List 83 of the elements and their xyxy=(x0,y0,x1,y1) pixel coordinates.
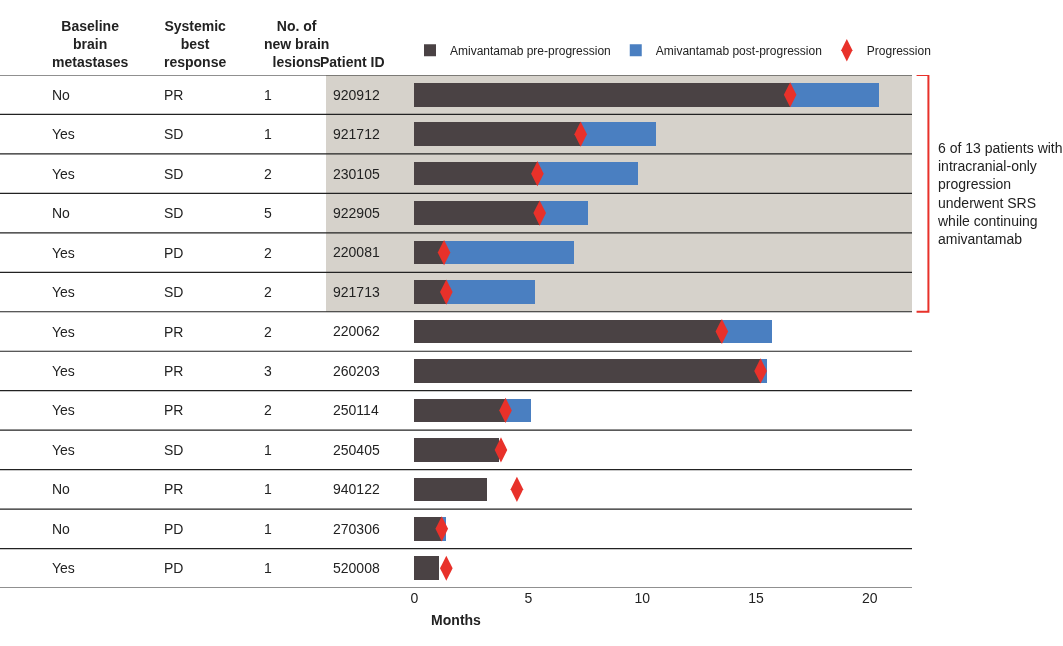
bar xyxy=(414,477,488,502)
bar xyxy=(414,82,791,107)
bar xyxy=(414,122,581,147)
x-tick-label: 20 xyxy=(862,590,878,606)
annotation: SD xyxy=(164,284,184,300)
bar xyxy=(414,161,538,186)
bar xyxy=(580,122,656,147)
y-tick-label: 920912 xyxy=(333,86,380,103)
annotation: PR xyxy=(164,481,184,497)
y-tick-label: 220062 xyxy=(333,323,380,340)
annotation: PD xyxy=(164,521,184,537)
annotation: No xyxy=(52,521,71,537)
annotation: PR xyxy=(164,324,184,340)
x-tick-label: 5 xyxy=(524,590,533,606)
y-tick-label: 520008 xyxy=(333,560,380,577)
legend-label: Progression xyxy=(866,43,931,58)
bar xyxy=(539,201,588,225)
x-tick-label: 15 xyxy=(748,590,765,606)
y-tick-label: 250114 xyxy=(333,402,379,419)
y-axis-title: Patient ID xyxy=(320,54,385,70)
annotation: PR xyxy=(164,402,184,418)
bar xyxy=(414,319,722,344)
annotation: 2 xyxy=(264,245,272,261)
y-tick-label: 921713 xyxy=(333,283,380,300)
annotation: PR xyxy=(164,363,184,379)
text: Systemic best response xyxy=(164,18,227,71)
text: Baseline brain metastases xyxy=(52,18,129,71)
y-tick-label: 230105 xyxy=(333,165,380,182)
annotation: 1 xyxy=(264,521,272,537)
annotation: PD xyxy=(164,560,184,576)
x-axis-title: Months xyxy=(431,612,482,629)
annotation: Yes xyxy=(52,442,75,458)
annotation: Yes xyxy=(52,560,75,576)
bar xyxy=(446,280,536,304)
annotation: Yes xyxy=(52,166,75,182)
y-tick-label: 940122 xyxy=(333,481,380,498)
bar xyxy=(414,398,506,423)
bar xyxy=(790,82,879,107)
annotation: PR xyxy=(164,87,184,103)
annotation: No xyxy=(52,205,71,221)
annotation: 1 xyxy=(264,481,272,497)
legend-label: Amivantamab post-progression xyxy=(655,43,822,58)
bar xyxy=(721,319,772,344)
x-tick-label: 0 xyxy=(410,590,419,606)
annotation: No xyxy=(52,481,71,497)
y-tick-label: 921712 xyxy=(333,126,380,143)
y-tick-label: 250405 xyxy=(333,441,380,458)
bar xyxy=(414,438,499,462)
bar xyxy=(414,201,540,225)
annotation: Yes xyxy=(52,284,75,300)
annotation: 2 xyxy=(264,324,272,340)
annotation: Yes xyxy=(52,363,75,379)
annotation: 2 xyxy=(264,284,272,300)
annotation: Yes xyxy=(52,402,75,418)
annotation: PD xyxy=(164,245,184,261)
bar xyxy=(414,556,440,581)
annotation: SD xyxy=(164,205,184,221)
annotation: 2 xyxy=(264,166,272,182)
annotation: 2 xyxy=(264,402,272,418)
annotation: 1 xyxy=(264,560,272,576)
annotation: SD xyxy=(164,442,184,458)
annotation: 1 xyxy=(264,126,272,142)
x-tick-label: 10 xyxy=(634,590,651,606)
annotation: 5 xyxy=(264,205,272,221)
annotation: 1 xyxy=(264,442,272,458)
annotation: 1 xyxy=(264,87,272,103)
annotation: Yes xyxy=(52,245,75,261)
annotation: SD xyxy=(164,126,184,142)
annotation: Yes xyxy=(52,126,75,142)
text: 6 of 13 patients with intracranial-only progression underwent SRS while continuing amivantamab xyxy=(937,140,1063,247)
annotation: Yes xyxy=(52,324,75,340)
y-tick-label: 220081 xyxy=(333,244,380,261)
y-tick-label: 270306 xyxy=(333,520,380,537)
bar xyxy=(537,161,638,186)
y-tick-label: 922905 xyxy=(333,205,380,222)
annotation: No xyxy=(52,87,71,103)
bar xyxy=(444,240,574,265)
annotation: 3 xyxy=(264,363,272,379)
annotation: SD xyxy=(164,166,184,182)
y-tick-label: 260203 xyxy=(333,362,380,379)
legend-label: Amivantamab pre-progression xyxy=(450,43,611,58)
bar xyxy=(414,359,761,383)
bar xyxy=(414,280,447,304)
